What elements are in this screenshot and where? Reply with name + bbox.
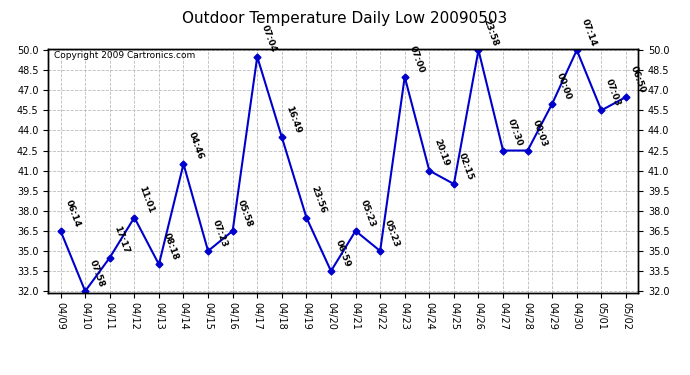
Text: 07:30: 07:30 (506, 118, 524, 148)
Text: 05:23: 05:23 (358, 198, 377, 228)
Text: 08:18: 08:18 (161, 232, 180, 262)
Text: 04:46: 04:46 (186, 131, 204, 161)
Text: 17:17: 17:17 (112, 225, 131, 255)
Text: 02:15: 02:15 (457, 152, 475, 181)
Text: 07:58: 07:58 (88, 258, 106, 288)
Text: 07:23: 07:23 (211, 218, 229, 248)
Text: Copyright 2009 Cartronics.com: Copyright 2009 Cartronics.com (55, 51, 195, 60)
Text: 23:56: 23:56 (309, 185, 328, 215)
Text: 07:03: 07:03 (604, 78, 622, 108)
Text: 07:00: 07:00 (408, 44, 426, 74)
Text: Outdoor Temperature Daily Low 20090503: Outdoor Temperature Daily Low 20090503 (182, 11, 508, 26)
Text: 05:58: 05:58 (235, 198, 254, 228)
Text: 20:19: 20:19 (432, 138, 451, 168)
Text: 16:49: 16:49 (284, 104, 303, 134)
Text: 07:14: 07:14 (580, 17, 598, 47)
Text: 00:03: 00:03 (531, 118, 549, 148)
Text: 11:01: 11:01 (137, 185, 155, 215)
Text: 06:59: 06:59 (334, 238, 352, 268)
Text: 00:00: 00:00 (555, 71, 573, 101)
Text: 07:04: 07:04 (260, 24, 278, 54)
Text: 06:14: 06:14 (63, 198, 81, 228)
Text: 05:23: 05:23 (383, 218, 401, 248)
Text: 23:58: 23:58 (481, 17, 500, 47)
Text: 06:50: 06:50 (629, 64, 647, 94)
